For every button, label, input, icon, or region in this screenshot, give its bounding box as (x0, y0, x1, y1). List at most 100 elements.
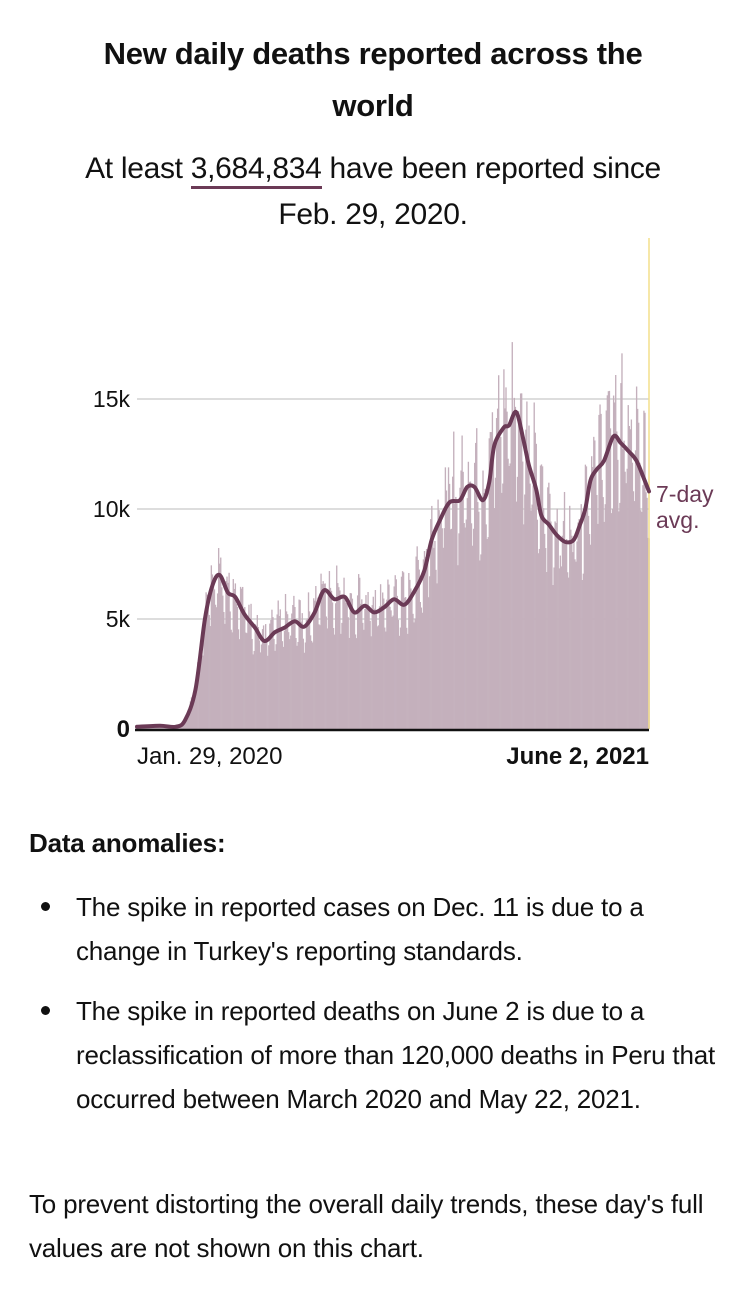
daily-bar (296, 645, 298, 729)
daily-bar (562, 520, 565, 729)
daily-bar (403, 597, 406, 729)
daily-bar (455, 496, 457, 729)
daily-bar (517, 411, 520, 729)
daily-bar (453, 431, 455, 729)
daily-bar (425, 548, 428, 729)
daily-bar (388, 584, 390, 729)
daily-bar (302, 638, 304, 729)
daily-bar (509, 463, 511, 729)
daily-bar (589, 544, 592, 729)
y-tick-label: 15k (93, 386, 131, 412)
daily-bar (298, 599, 300, 729)
daily-bar (430, 519, 432, 729)
daily-bar (256, 614, 258, 729)
daily-bar (393, 586, 395, 729)
daily-bar (187, 712, 190, 729)
daily-bar (625, 483, 627, 729)
daily-bar (340, 633, 342, 729)
daily-bar (503, 369, 505, 729)
y-axis-ticks: 0 5k 10k 15k (93, 386, 131, 743)
daily-bar (618, 511, 620, 729)
daily-bar (461, 435, 463, 729)
daily-bar (328, 571, 331, 729)
daily-bar (225, 581, 227, 729)
daily-bar (382, 592, 384, 729)
anomaly-text: The spike in reported deaths on June 2 i… (76, 996, 715, 1114)
daily-bar (230, 629, 232, 729)
daily-bar (527, 462, 529, 729)
daily-bar (588, 534, 591, 729)
daily-bar (317, 597, 319, 729)
daily-bar (556, 508, 558, 729)
daily-bar (300, 621, 302, 729)
daily-bar (460, 470, 462, 729)
daily-bar (212, 584, 215, 729)
daily-bar (400, 576, 403, 729)
daily-bar (215, 607, 218, 729)
daily-bar (480, 554, 482, 729)
daily-bar (457, 565, 459, 729)
anomaly-item: The spike in reported cases on Dec. 11 i… (29, 885, 729, 973)
daily-bar (630, 419, 633, 729)
daily-bar (407, 633, 409, 729)
daily-bar (555, 522, 557, 729)
daily-bar (237, 629, 240, 729)
daily-bar (365, 595, 367, 729)
daily-bar (471, 545, 474, 729)
daily-bar (428, 597, 430, 729)
daily-bar (377, 625, 380, 729)
daily-bar (387, 579, 389, 729)
y-tick-label: 5k (106, 606, 131, 632)
daily-bar (581, 580, 583, 729)
daily-bar (539, 465, 542, 729)
daily-bar (493, 508, 496, 729)
daily-bar (440, 514, 442, 729)
daily-bar (279, 609, 281, 729)
daily-bar (192, 700, 195, 729)
avg-label-line-2: avg. (656, 507, 699, 533)
daily-bar (259, 652, 262, 729)
daily-bar (319, 625, 321, 729)
daily-bar (248, 604, 250, 729)
daily-bars (136, 342, 650, 729)
daily-bar (591, 456, 593, 729)
daily-bar (501, 492, 503, 729)
daily-bar (274, 650, 276, 729)
daily-bar (286, 614, 289, 729)
x-tick-label-start: Jan. 29, 2020 (137, 743, 282, 770)
daily-bar (502, 483, 504, 729)
subtitle-line-1: At least 3,684,834 have been reported si… (0, 146, 746, 192)
daily-bar (546, 572, 548, 729)
daily-bar (214, 604, 217, 729)
daily-bar (449, 529, 452, 729)
daily-bar (549, 493, 551, 729)
daily-bar (409, 579, 411, 729)
daily-bar (289, 639, 291, 729)
daily-bar (333, 634, 336, 729)
daily-bar (321, 584, 323, 729)
daily-bar (454, 503, 456, 729)
daily-bar (360, 603, 362, 729)
daily-bar (202, 655, 204, 729)
daily-bar (600, 413, 602, 729)
daily-bar (281, 641, 284, 729)
daily-bar (529, 483, 531, 729)
daily-bar (283, 630, 286, 729)
daily-bar (438, 510, 440, 729)
daily-bar (394, 575, 396, 729)
daily-bar (491, 412, 494, 729)
title-line-1: New daily deaths reported across the (103, 36, 643, 71)
daily-bar (338, 587, 340, 729)
daily-bar (608, 390, 611, 729)
daily-bar (542, 508, 545, 729)
daily-bar (342, 595, 344, 729)
daily-bar (200, 647, 202, 729)
daily-bar (315, 586, 317, 729)
daily-bar (437, 499, 439, 729)
daily-bar (444, 467, 447, 729)
daily-bar (631, 462, 634, 729)
daily-bar (593, 436, 595, 729)
daily-bar (271, 609, 273, 729)
daily-bar (199, 660, 201, 729)
daily-bar (569, 505, 571, 729)
